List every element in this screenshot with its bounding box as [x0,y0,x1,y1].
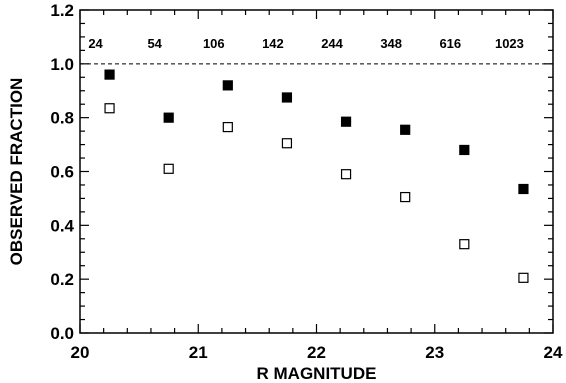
y-tick-label: 1.0 [50,55,74,74]
filled-square-point [104,69,115,80]
x-axis: 20 21 22 23 24 [71,10,563,362]
x-tick-label: 20 [71,343,90,362]
open-square-point [518,272,529,283]
filled-square-point [281,92,293,103]
filled-square-point [518,183,529,195]
open-square-point [400,191,411,203]
x-axis-title: R MAGNITUDE [257,364,377,383]
y-axis: 0.0 0.2 0.4 0.6 0.8 1.0 1.2 [50,1,553,343]
count-label: 348 [380,36,402,51]
open-square-point [340,169,352,180]
open-square-point [104,103,115,114]
filled-square-point [163,112,174,123]
y-tick-label: 1.2 [50,1,74,20]
count-label: 54 [147,36,162,51]
count-label: 142 [262,36,284,51]
x-tick-label: 23 [425,343,444,362]
count-label: 244 [321,36,343,51]
y-tick-label: 0.4 [50,216,74,235]
y-tick-label: 0.0 [50,324,74,343]
count-label: 106 [203,36,225,51]
y-tick-label: 0.6 [50,163,74,182]
count-labels: 24 54 106 142 244 348 616 1023 [88,36,524,51]
x-tick-label: 22 [307,343,326,362]
filled-square-point [222,80,233,91]
open-square-point [459,239,470,250]
plot-frame [79,9,554,334]
count-label: 616 [439,36,461,51]
filled-square-point [340,116,352,127]
filled-square-point [400,124,411,135]
open-square-point [222,121,233,133]
y-tick-label: 0.8 [50,109,74,128]
count-label: 1023 [495,36,524,51]
y-axis-title: OBSERVED FRACTION [7,78,26,266]
y-tick-label: 0.2 [50,270,74,289]
x-tick-label: 24 [544,343,563,362]
open-square-point [281,138,293,149]
x-tick-label: 21 [189,343,208,362]
plot-area [79,9,554,334]
data-points [104,69,529,283]
count-label: 24 [88,36,103,51]
open-square-point [163,163,174,174]
filled-square-point [459,144,470,156]
